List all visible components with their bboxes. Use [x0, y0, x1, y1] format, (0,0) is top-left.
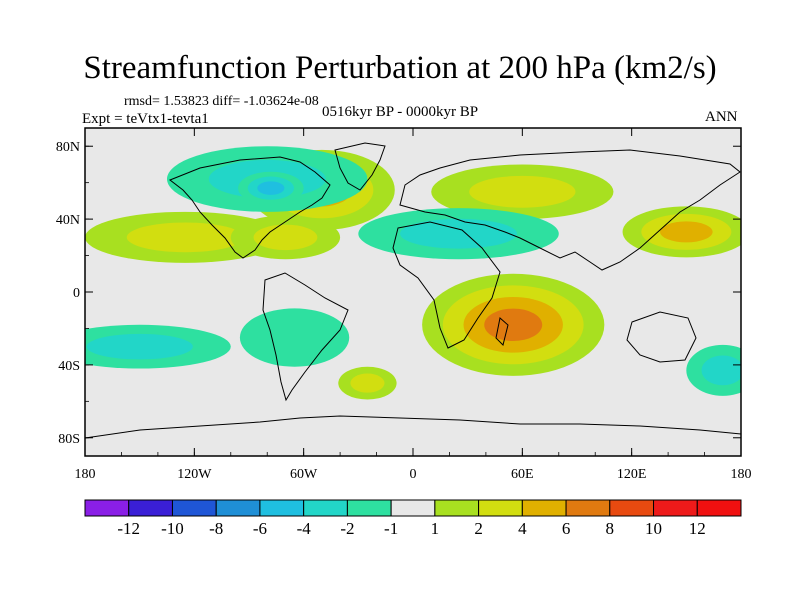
colorbar-label: 10 — [645, 519, 662, 538]
coast-north-america — [168, 156, 331, 259]
lat-tick-label: 80N — [56, 140, 80, 155]
colorbar-box — [521, 499, 567, 517]
southwest-pacific-low-level-2 — [701, 355, 741, 386]
lon-tick-label: 180 — [731, 467, 752, 482]
south-atlantic-high-level-2 — [350, 373, 385, 393]
map-title: Streamfunction Perturbation at 200 hPa (… — [83, 50, 717, 86]
lat-tick-label: 40S — [58, 359, 80, 374]
rmsd-diff-stats: rmsd= 1.53823 diff= -1.03624e-08 — [124, 94, 319, 109]
central-asia-high-level-2 — [469, 175, 576, 208]
colorbar-box — [478, 499, 523, 517]
lon-tick-label: 60E — [511, 467, 534, 482]
central-america-high-level-2 — [253, 224, 318, 251]
colorbar-box — [128, 499, 173, 517]
coastlines — [85, 142, 741, 439]
coast-africa — [392, 221, 501, 349]
lat-tick-label: 40N — [56, 213, 80, 228]
south-indian-high-level-6 — [484, 308, 543, 342]
colorbar-label: -6 — [253, 519, 267, 538]
colorbar-label: 12 — [689, 519, 706, 538]
coast-australia — [626, 311, 697, 363]
colorbar: -12 -10 -8 -6 -4 -2 -1 1 2 4 6 8 10 12 — [84, 499, 742, 538]
colorbar-box — [259, 499, 305, 517]
colorbar-label: -8 — [209, 519, 223, 538]
lon-tick-label: 0 — [410, 467, 417, 482]
colorbar-box — [609, 499, 655, 517]
lat-tick-label: 0 — [73, 286, 80, 301]
colorbar-label: 2 — [474, 519, 483, 538]
time-period-label: 0516kyr BP - 0000kyr BP — [322, 104, 479, 120]
colorbar-box — [565, 499, 611, 517]
south-pacific-low-level-2 — [86, 333, 193, 360]
colorbar-label: -10 — [161, 519, 184, 538]
colorbar-label: 6 — [562, 519, 571, 538]
colorbar-box — [303, 499, 348, 517]
coast-eurasia — [399, 149, 741, 271]
lat-tick-label: 80S — [58, 432, 80, 447]
colorbar-label: -1 — [384, 519, 398, 538]
lon-tick-label: 60W — [290, 467, 318, 482]
contour-fields — [85, 146, 741, 400]
colorbar-label: 8 — [606, 519, 615, 538]
season-label: ANN — [705, 109, 738, 125]
colorbar-box — [215, 499, 261, 517]
colorbar-box — [653, 499, 698, 517]
colorbar-label: 4 — [518, 519, 527, 538]
lon-tick-label: 120W — [177, 467, 212, 482]
colorbar-box — [696, 499, 742, 517]
central-pacific-high-level-2 — [126, 222, 244, 253]
map-axes: 80N 40N 0 40S 80S 180 120W 60W 0 60E 120E 180 — [56, 128, 752, 482]
experiment-label: Expt = teVtx1-tevta1 — [82, 111, 209, 127]
colorbar-box — [390, 499, 436, 517]
colorbar-label: -4 — [297, 519, 312, 538]
colorbar-box — [84, 499, 130, 517]
colorbar-box — [346, 499, 392, 517]
colorbar-label: 1 — [431, 519, 440, 538]
coast-antarctica — [85, 415, 741, 439]
colorbar-label: -2 — [340, 519, 354, 538]
coast-greenland — [334, 142, 386, 191]
colorbar-box — [171, 499, 217, 517]
coast-madagascar — [495, 317, 509, 346]
colorbar-box — [434, 499, 480, 517]
hudson-low-level-4 — [257, 181, 285, 195]
lon-tick-label: 180 — [75, 467, 96, 482]
lon-tick-label: 120E — [617, 467, 647, 482]
coast-south-america — [262, 272, 349, 402]
mediterranean-low-level-2 — [400, 218, 518, 249]
north-pacific-high-level-4 — [660, 221, 713, 243]
colorbar-label: -12 — [117, 519, 140, 538]
